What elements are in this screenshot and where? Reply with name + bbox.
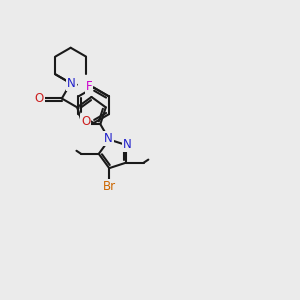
Text: O: O [35,92,44,105]
Text: N: N [104,132,113,145]
Text: N: N [67,77,76,90]
Text: N: N [123,138,132,151]
Text: F: F [86,80,92,93]
Text: O: O [81,116,90,128]
Text: Br: Br [103,180,116,194]
